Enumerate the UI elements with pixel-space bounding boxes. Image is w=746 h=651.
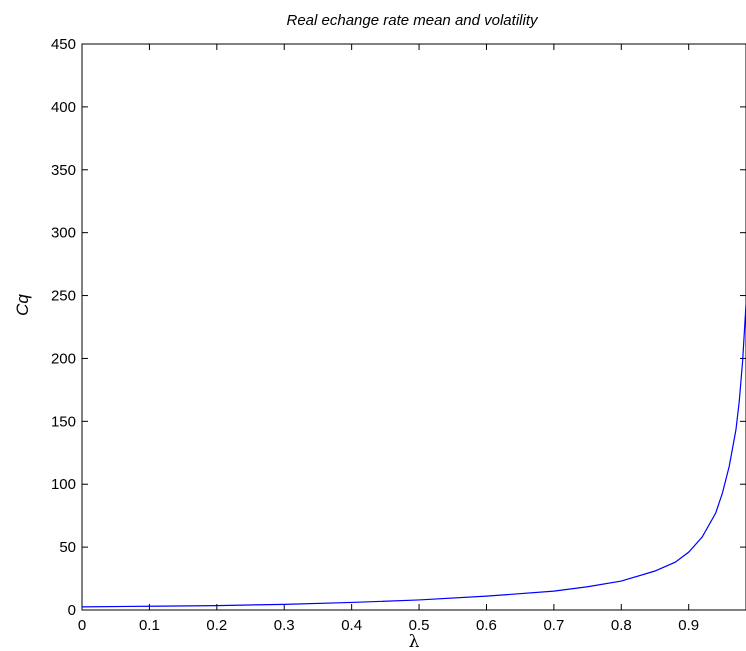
chart-title: Real echange rate mean and volatility [287, 12, 539, 29]
y-tick-label: 100 [51, 476, 76, 493]
y-tick-label: 300 [51, 225, 76, 242]
y-tick-label: 0 [68, 602, 76, 619]
y-tick-label: 200 [51, 350, 76, 367]
x-tick-label: 0.9 [678, 617, 699, 634]
x-tick-label: 0.8 [611, 617, 632, 634]
series-line [81, 304, 746, 608]
x-tick-label: 0 [78, 617, 86, 634]
y-axis-label: Cq [13, 294, 32, 316]
x-tick-label: 0.4 [341, 617, 362, 634]
y-tick-label: 150 [51, 413, 76, 430]
x-axis-label: λ [409, 632, 420, 651]
y-tick-label: 250 [51, 288, 76, 305]
y-tick-label: 450 [51, 36, 76, 53]
plot-frame [81, 43, 746, 611]
x-tick-label: 0.1 [139, 617, 160, 634]
y-tick-label: 50 [59, 539, 76, 556]
x-tick-label: 0.6 [476, 617, 497, 634]
x-tick-label: 0.3 [274, 617, 295, 634]
y-tick-label: 350 [51, 162, 76, 179]
y-tick-label: 400 [51, 99, 76, 116]
y-axis-ticks: 0 50 100 150 200 250 300 350 400 450 [51, 36, 746, 619]
x-tick-label: 0.5 [409, 617, 430, 634]
x-tick-label: 0.2 [206, 617, 227, 634]
x-axis-ticks: 0 0.1 0.2 0.3 0.4 0.5 0.6 0.7 0.8 0.9 [78, 44, 699, 634]
x-tick-label: 0.7 [543, 617, 564, 634]
